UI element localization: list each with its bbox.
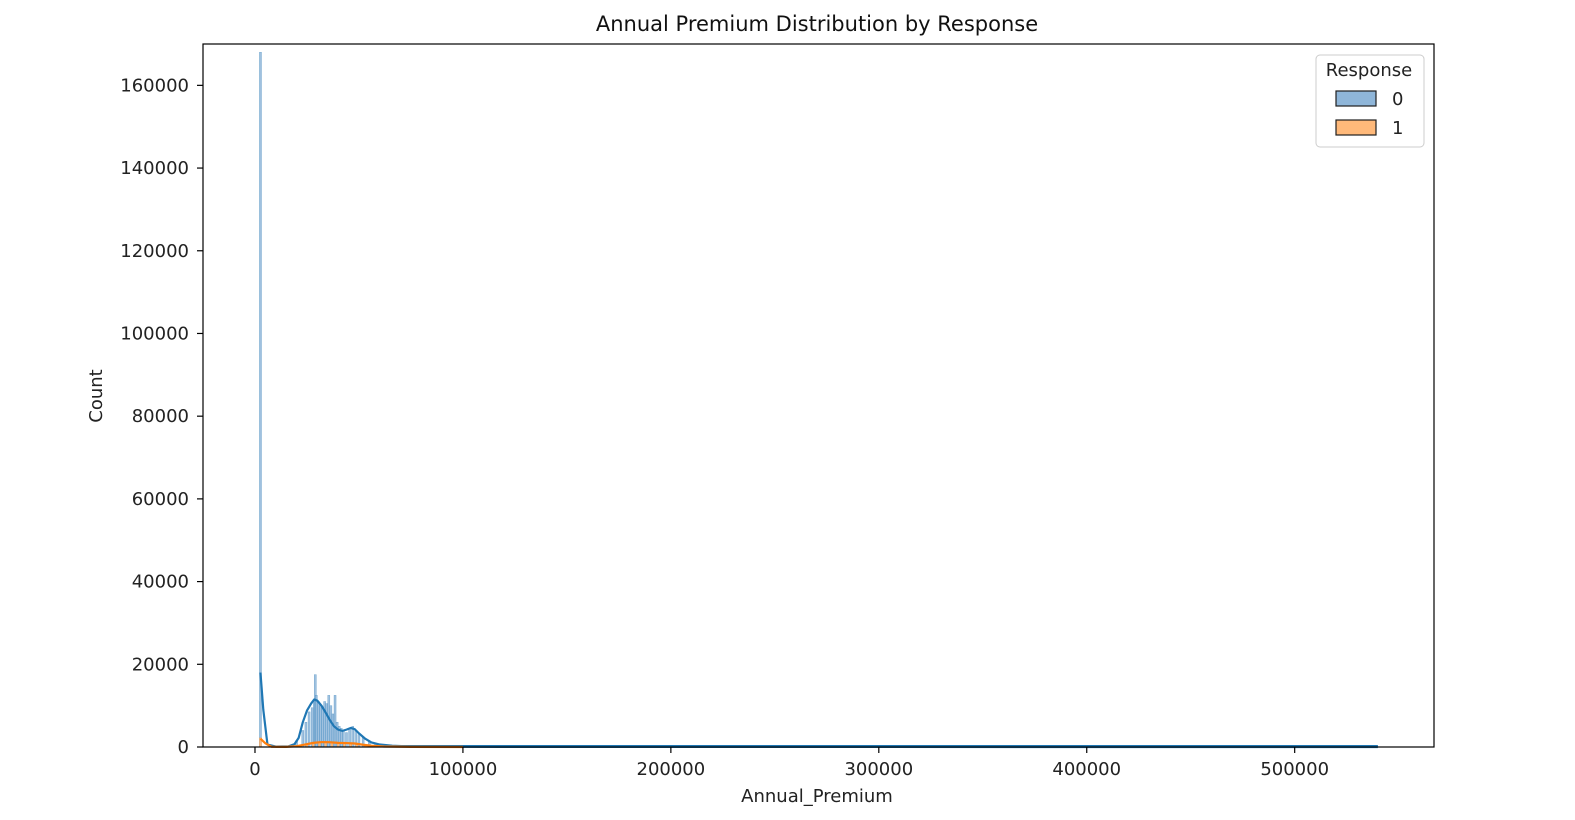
histogram-bar-0 xyxy=(329,705,333,748)
x-tick-label: 300000 xyxy=(844,759,913,780)
y-axis-label: Count xyxy=(86,369,107,422)
legend-label-1: 1 xyxy=(1392,118,1403,139)
x-tick-label: 200000 xyxy=(637,759,706,780)
x-axis-label: Annual_Premium xyxy=(741,786,893,807)
plot-area xyxy=(203,44,1434,747)
x-tick-label: 400000 xyxy=(1052,759,1121,780)
x-tick-label: 0 xyxy=(249,759,260,780)
x-axis-ticks: 0 100000 200000 300000 400000 500000 xyxy=(249,747,1329,780)
y-tick-label: 60000 xyxy=(132,489,189,510)
y-tick-label: 40000 xyxy=(132,572,189,593)
histogram-bar-0 xyxy=(319,705,322,748)
legend-title: Response xyxy=(1326,60,1412,81)
kde-line-0 xyxy=(259,672,1378,749)
y-tick-label: 20000 xyxy=(132,654,189,675)
legend-swatch-0 xyxy=(1335,90,1377,107)
histogram-bar-0 xyxy=(333,695,337,748)
x-tick-label: 100000 xyxy=(429,759,498,780)
legend-swatch-1 xyxy=(1335,119,1377,136)
chart-title: Annual Premium Distribution by Response xyxy=(596,12,1038,36)
y-tick-label: 100000 xyxy=(120,323,189,344)
x-tick-label: 500000 xyxy=(1260,759,1329,780)
y-tick-label: 80000 xyxy=(132,406,189,427)
histogram-bar-0 xyxy=(310,707,314,748)
histogram-bar-0 xyxy=(307,711,311,748)
histogram-bar-0 xyxy=(317,701,320,748)
y-tick-label: 120000 xyxy=(120,241,189,262)
histogram-bar-0 xyxy=(325,703,328,748)
plot-frame xyxy=(202,43,1435,748)
y-axis-ticks: 0 20000 40000 60000 80000 100000 120000 140000 1… xyxy=(120,75,203,758)
y-tick-label: 140000 xyxy=(120,158,189,179)
histogram-bar-0 xyxy=(315,695,318,748)
histogram-bar-0 xyxy=(345,732,348,748)
histogram-bar-0 xyxy=(259,52,262,748)
y-tick-label: 0 xyxy=(178,737,189,758)
legend: Response 0 1 xyxy=(1315,54,1425,148)
y-tick-label: 160000 xyxy=(120,75,189,96)
legend-label-0: 0 xyxy=(1392,89,1403,110)
